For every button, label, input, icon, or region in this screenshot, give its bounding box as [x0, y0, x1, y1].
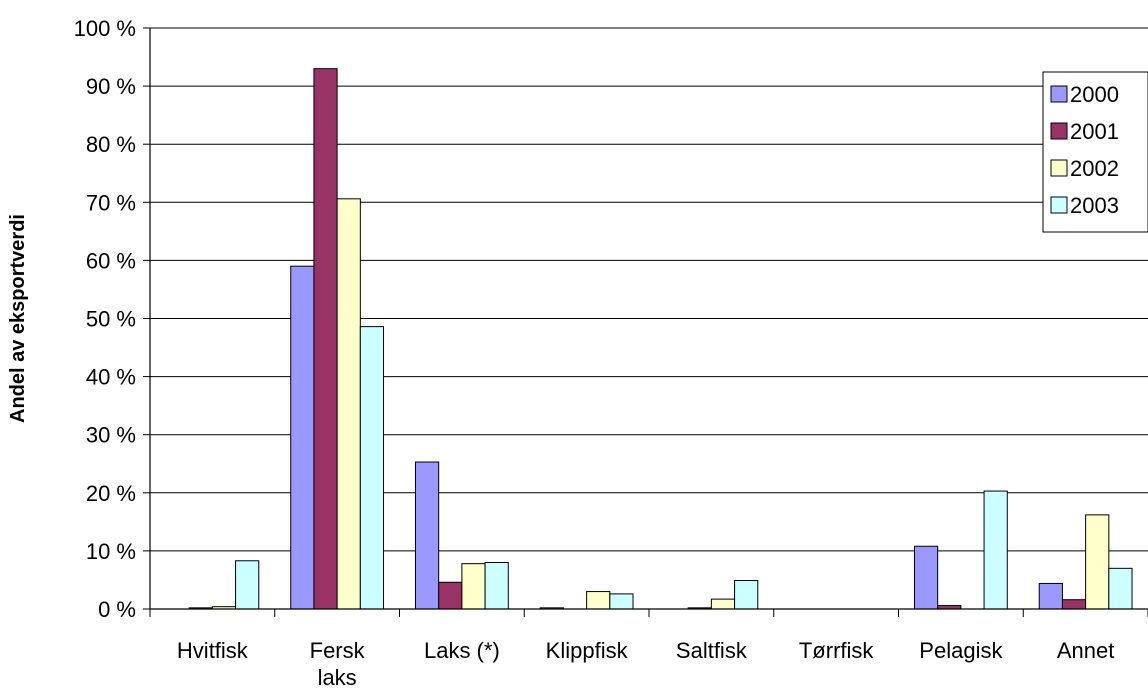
- bar-2000-6: [913, 545, 939, 610]
- bar-2003-0: [235, 560, 260, 610]
- y-tick-label: 60 %: [86, 248, 136, 273]
- x-tick-label: Annet: [1057, 638, 1115, 663]
- x-tick-label: Laks (*): [424, 638, 500, 663]
- x-tick-label: Tørrfisk: [799, 638, 875, 663]
- y-axis-label: Andel av eksportverdi: [7, 214, 29, 423]
- bar-2000-2: [414, 461, 440, 610]
- bar-2001-7: [1061, 599, 1087, 610]
- y-tick-labels: 0 % 10 % 20 % 30 % 40 % 50 % 60 % 70 % 80 % 90 % 1…: [74, 16, 136, 622]
- y-tick-label: 0 %: [98, 597, 136, 622]
- x-tick-label: Saltfisk: [676, 638, 748, 663]
- legend-label-2000: 2000: [1070, 82, 1119, 107]
- y-tick-label: 50 %: [86, 307, 136, 332]
- legend-label-2001: 2001: [1070, 119, 1119, 144]
- y-tick-label: 70 %: [86, 190, 136, 215]
- bar-2002-2: [461, 563, 486, 610]
- y-tick-label: 40 %: [86, 365, 136, 390]
- bar-2002-1: [336, 198, 361, 610]
- legend-swatch-2003: [1050, 196, 1068, 214]
- bar-2000-1: [290, 265, 315, 610]
- legend-label-2003: 2003: [1070, 193, 1119, 218]
- y-tick-label: 90 %: [86, 74, 136, 99]
- bar-2000-7: [1038, 582, 1063, 610]
- legend-swatch-2001: [1050, 122, 1068, 140]
- bar-2003-3: [609, 593, 634, 610]
- legend-label-2002: 2002: [1070, 156, 1119, 181]
- bar-2003-7: [1108, 567, 1133, 610]
- bar-2002-3: [586, 591, 611, 610]
- bars: [188, 68, 1133, 610]
- bar-2003-6: [983, 490, 1008, 610]
- y-tick-label: 20 %: [86, 481, 136, 506]
- y-tick-label: 10 %: [86, 539, 136, 564]
- bar-2003-4: [734, 580, 759, 610]
- legend-swatch-2002: [1050, 159, 1068, 177]
- y-tick-label: 80 %: [86, 132, 136, 157]
- bar-2002-4: [710, 598, 736, 610]
- bar-2003-1: [359, 326, 385, 610]
- bar-2003-2: [484, 562, 509, 610]
- y-tick-label: 30 %: [86, 423, 136, 448]
- y-tick-label: 100 %: [74, 16, 136, 41]
- legend: 2000 2001 2002 2003: [1042, 71, 1148, 233]
- bar-2001-2: [438, 581, 463, 610]
- x-tick-label: Klippfisk: [546, 638, 629, 663]
- legend-swatch-2000: [1050, 85, 1068, 103]
- axes: [143, 27, 1148, 617]
- x-tick-label: Fersk: [310, 638, 366, 663]
- x-tick-label: Pelagisk: [919, 638, 1003, 663]
- bar-2001-1: [313, 68, 338, 610]
- x-tick-label: laks: [318, 665, 357, 690]
- x-tick-label: Hvitfisk: [177, 638, 249, 663]
- bar-2002-7: [1085, 514, 1110, 610]
